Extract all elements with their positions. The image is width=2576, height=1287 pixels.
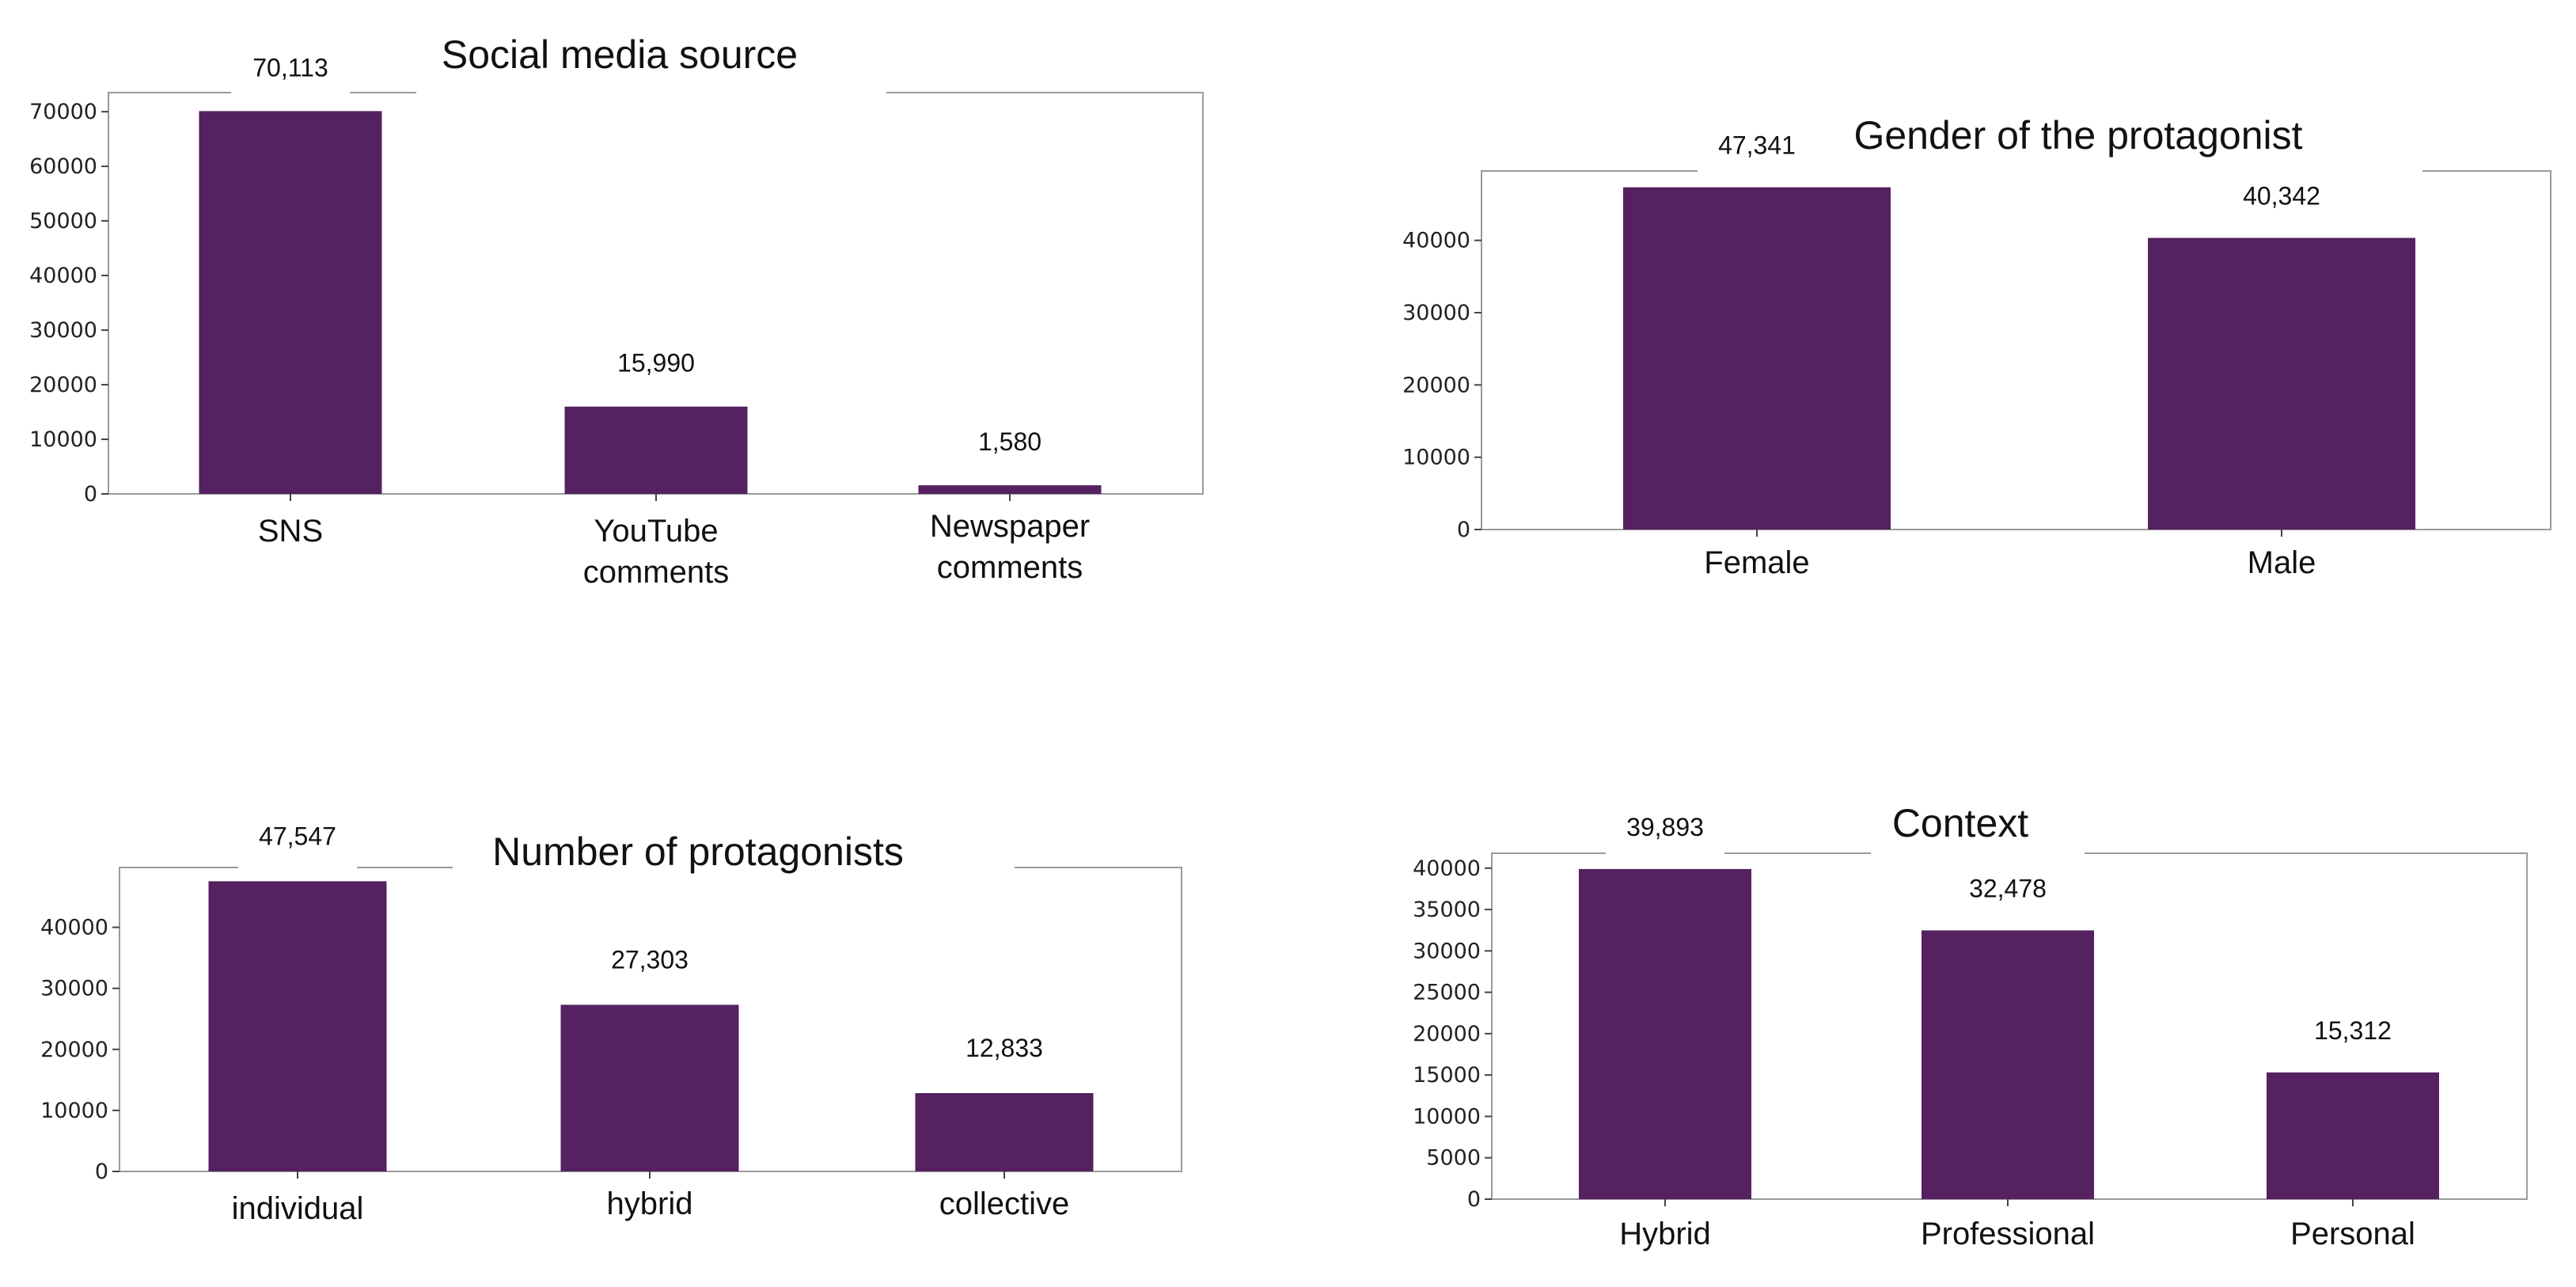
y-tick-label: 10000 (29, 427, 97, 452)
category-label-line: YouTube (594, 514, 718, 549)
bar (1579, 868, 1751, 1199)
category-label: hybrid (607, 1186, 693, 1221)
y-tick-label: 10000 (1413, 1104, 1481, 1129)
y-tick-label: 20000 (1402, 373, 1470, 397)
y-tick-label: 20000 (40, 1038, 108, 1062)
y-tick-label: 5000 (1426, 1146, 1481, 1171)
value-label-mask (231, 88, 350, 97)
y-tick-label: 40000 (29, 264, 97, 288)
category-label-line: comments (583, 555, 730, 590)
value-label: 1,580 (978, 427, 1041, 456)
category-label-line: hybrid (607, 1186, 693, 1221)
y-tick-label: 30000 (1413, 939, 1481, 963)
value-label-mask (238, 863, 357, 872)
chart-1: 0 10000 20000 30000 40000 50000 60000 70000 Soci… (29, 32, 1204, 590)
y-tick-label: 70000 (29, 100, 97, 124)
y-tick-label: 0 (95, 1160, 108, 1184)
category-label-line: collective (939, 1186, 1070, 1221)
category-label: YouTube comments (583, 514, 730, 590)
y-tick-label: 20000 (1413, 1022, 1481, 1046)
title-mask (1871, 849, 2085, 858)
y-tick-label: 15000 (1413, 1063, 1481, 1088)
category-label: collective (939, 1186, 1070, 1221)
value-label: 40,342 (2243, 182, 2320, 211)
category-label: Female (1704, 545, 1809, 580)
y-tick-label: 10000 (1402, 446, 1470, 470)
chart-4: 0 5000 10000 15000 20000 25000 30000 35000 40000… (1413, 801, 2528, 1251)
y-tick-label: 50000 (29, 209, 97, 233)
category-label-line: Hybrid (1619, 1217, 1711, 1251)
category-label: Hybrid (1619, 1217, 1711, 1251)
value-label: 70,113 (252, 53, 328, 82)
category-label-line: Personal (2290, 1217, 2415, 1251)
y-tick-label: 60000 (29, 154, 97, 179)
value-label: 47,341 (1718, 131, 1796, 160)
value-label: 32,478 (1969, 874, 2047, 902)
category-label-line: comments (937, 550, 1083, 585)
category-label: Personal (2290, 1217, 2415, 1251)
value-label: 15,990 (617, 349, 695, 378)
bar (1623, 187, 1891, 530)
bar (1922, 930, 2094, 1199)
category-label: Male (2248, 545, 2316, 580)
bar (564, 406, 748, 494)
value-label-mask (1698, 166, 1816, 176)
chart-title: Number of protagonists (492, 830, 904, 874)
chart-2: 0 10000 20000 30000 40000 Gender of the prota… (1402, 113, 2551, 580)
value-label: 47,547 (259, 822, 336, 850)
category-label-line: Professional (1921, 1217, 2095, 1251)
category-label-line: Male (2248, 545, 2316, 580)
y-tick-label: 35000 (1413, 898, 1481, 922)
y-tick-label: 30000 (40, 977, 108, 1001)
value-label: 27,303 (611, 945, 689, 974)
chart-title: Social media source (442, 32, 798, 77)
y-tick-label: 20000 (29, 373, 97, 397)
category-label-line: Female (1704, 545, 1809, 580)
y-tick-label: 25000 (1413, 981, 1481, 1005)
chart-title: Context (1892, 801, 2028, 845)
category-label-line: SNS (258, 514, 323, 549)
y-tick-label: 30000 (1402, 301, 1470, 325)
y-tick-label: 40000 (1413, 856, 1481, 881)
y-tick-label: 10000 (40, 1099, 108, 1123)
category-label: SNS (258, 514, 323, 549)
bar (915, 1093, 1094, 1171)
bar (208, 881, 387, 1171)
title-mask (453, 863, 1015, 872)
y-tick-label: 40000 (40, 916, 108, 940)
y-tick-label: 40000 (1402, 229, 1470, 253)
category-label: Newspaper comments (930, 509, 1090, 585)
bar (199, 111, 382, 494)
title-mask (1815, 166, 2422, 176)
value-label: 12,833 (966, 1034, 1043, 1062)
y-tick-label: 30000 (29, 318, 97, 343)
title-mask (416, 88, 886, 97)
y-tick-label: 0 (1457, 518, 1470, 542)
category-label: individual (232, 1191, 364, 1226)
chart-3: 0 10000 20000 30000 40000 Number of protagoni… (40, 822, 1182, 1226)
chart-title: Gender of the protagonist (1853, 113, 2302, 158)
bar (2267, 1072, 2439, 1199)
category-label-line: individual (232, 1191, 364, 1226)
bar (560, 1004, 739, 1171)
value-label: 15,312 (2314, 1016, 2392, 1045)
category-label: Professional (1921, 1217, 2095, 1251)
y-tick-label: 0 (84, 482, 97, 507)
value-label: 39,893 (1626, 813, 1704, 841)
bar (918, 485, 1102, 494)
value-label-mask (1606, 849, 1724, 858)
category-label-line: Newspaper (930, 509, 1090, 544)
y-tick-label: 0 (1467, 1187, 1481, 1212)
bar (2148, 237, 2415, 530)
